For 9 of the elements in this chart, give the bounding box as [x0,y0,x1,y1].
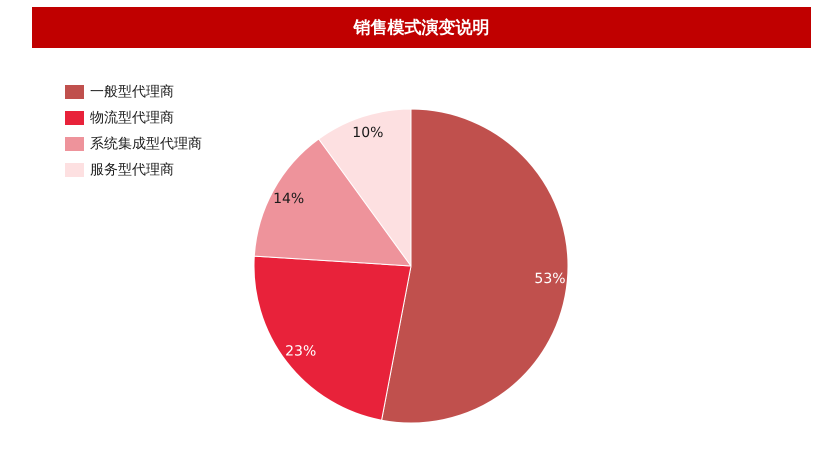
data-label: 23% [285,344,316,360]
data-label: 53% [534,271,566,288]
chart-title: 销售模式演变说明 [354,17,490,39]
legend-label: 服务型代理商 [90,162,174,178]
legend-label: 系统集成型代理商 [90,136,202,152]
legend-label: 物流型代理商 [90,110,174,126]
legend-label: 一般型代理商 [90,84,174,100]
data-label: 14% [273,190,304,207]
data-label: 10% [352,125,384,142]
